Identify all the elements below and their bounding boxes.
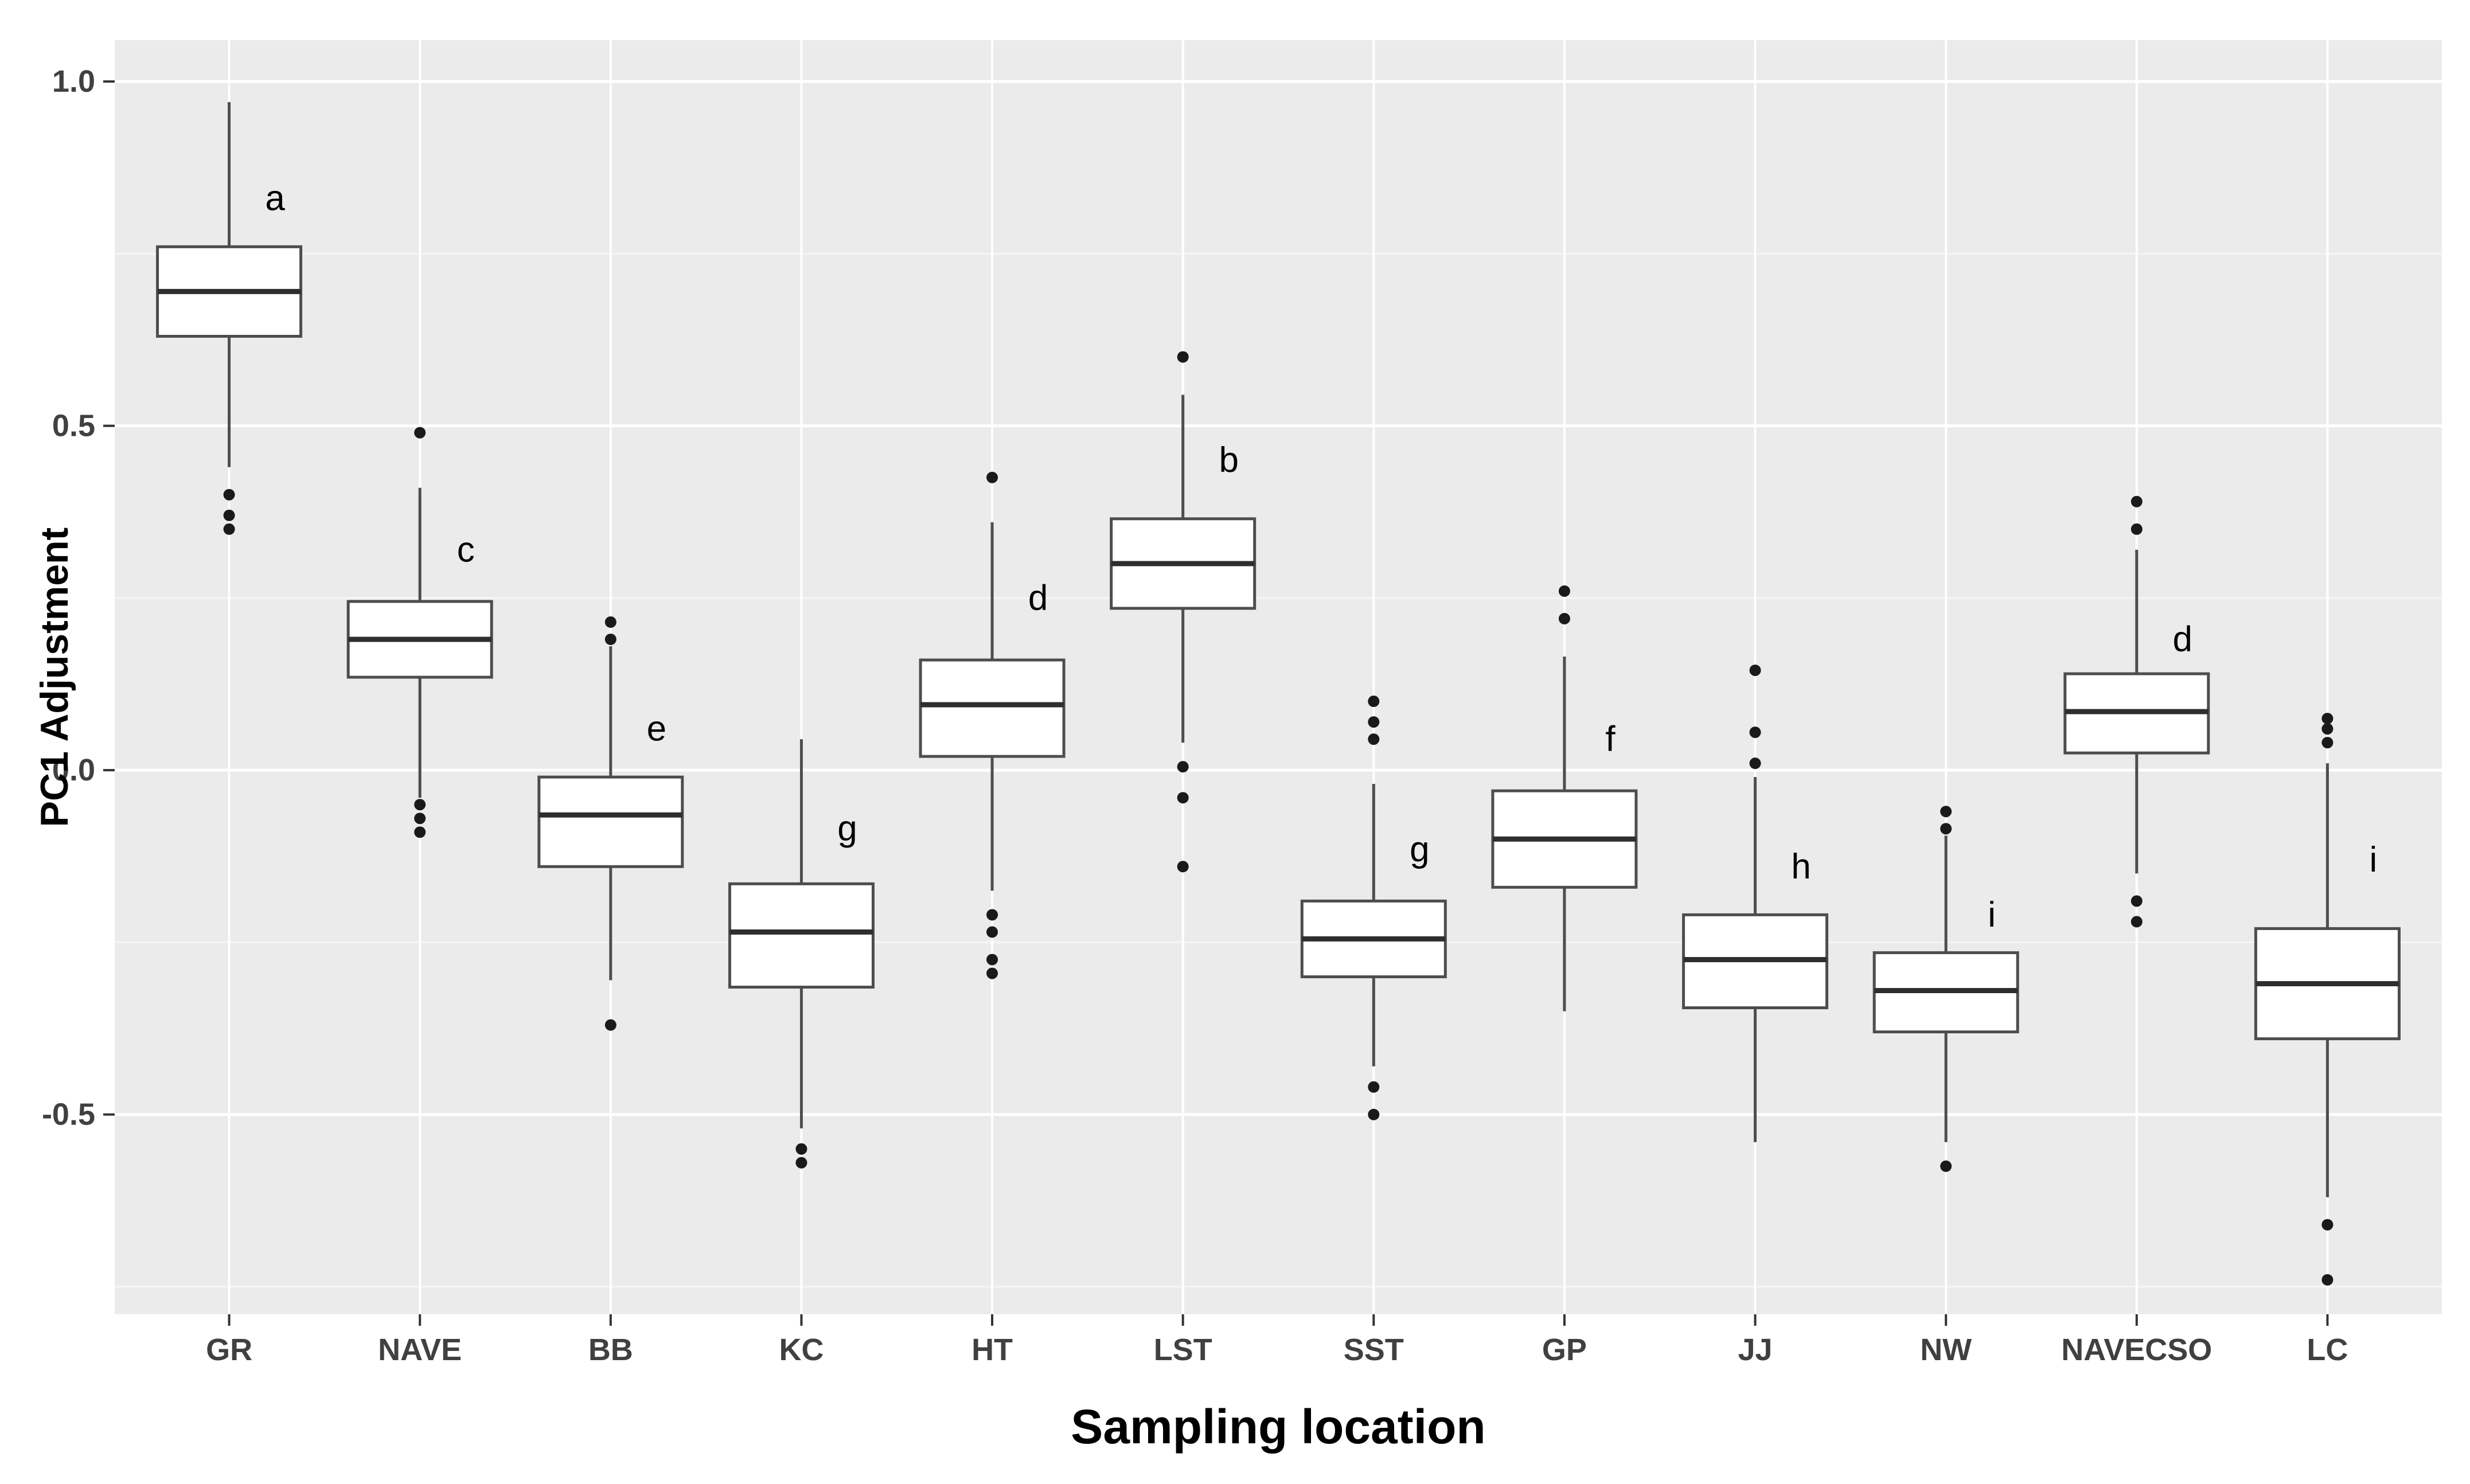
outlier-point [604,633,616,645]
significance-letter: i [2370,840,2378,880]
x-tick-label: GP [1542,1333,1587,1367]
significance-letter: e [647,709,666,749]
outlier-point [414,799,426,811]
outlier-point [795,1157,807,1169]
outlier-point [986,967,998,979]
outlier-point [1177,861,1189,873]
outlier-point [2321,713,2334,725]
significance-letter: i [1988,895,1996,935]
x-tick-label: BB [588,1333,633,1367]
outlier-point [1177,761,1189,773]
outlier-point [1558,612,1570,624]
box-iqr [919,658,1066,758]
y-tick-label: 0.5 [52,409,95,443]
outlier-point [2321,737,2334,749]
outlier-point [604,1019,616,1031]
outlier-point [1558,585,1570,597]
outlier-point [1940,806,1952,818]
outlier-point [1177,792,1189,804]
outlier-point [2130,895,2143,907]
significance-letter: d [1028,578,1048,618]
x-tick-label: GR [206,1333,252,1367]
significance-letter: g [837,809,857,849]
x-tick-label: LC [2307,1333,2348,1367]
outlier-point [414,427,426,439]
outlier-point [414,813,426,825]
outlier-point [1749,664,1761,676]
outlier-point [986,954,998,966]
plot-panel [115,40,2442,1314]
outlier-point [1368,696,1380,708]
outlier-point [986,926,998,938]
box-iqr [537,775,684,868]
outlier-point [1940,823,1952,835]
y-tick-label: -0.5 [42,1098,95,1132]
outlier-point [223,523,235,535]
outlier-point [1940,1160,1952,1172]
significance-letter: h [1791,847,1810,887]
significance-letter: a [265,179,285,218]
significance-letter: b [1219,440,1238,480]
x-axis-title: Sampling location [1071,1400,1486,1454]
outlier-point [223,489,235,501]
significance-letter: c [457,530,475,569]
outlier-point [604,616,616,628]
x-tick-label: NAVE [378,1333,462,1367]
box-iqr [728,882,875,989]
outlier-point [414,826,426,838]
significance-letter: f [1605,720,1616,759]
y-tick-label: 0.0 [52,753,95,787]
outlier-point [2130,916,2143,928]
significance-letter: d [2173,619,2192,659]
outlier-point [2321,1219,2334,1231]
x-tick-label: SST [1344,1333,1404,1367]
outlier-point [1368,716,1380,728]
y-axis-title: PC1 Adjustment [33,527,76,827]
outlier-point [223,509,235,521]
x-tick-label: KC [779,1333,824,1367]
y-tick-label: 1.0 [52,64,95,99]
outlier-point [1368,1081,1380,1093]
x-tick-label: NAVECSO [2061,1333,2212,1367]
outlier-point [1749,757,1761,770]
outlier-point [1368,1108,1380,1120]
outlier-point [2130,495,2143,507]
x-tick-label: HT [971,1333,1013,1367]
outlier-point [1177,351,1189,363]
outlier-point [2321,723,2334,735]
outlier-point [1749,727,1761,739]
x-tick-label: JJ [1738,1333,1773,1367]
outlier-point [2321,1274,2334,1286]
outlier-point [795,1143,807,1155]
x-tick-label: LST [1154,1333,1212,1367]
outlier-point [986,909,998,921]
x-tick-label: NW [1920,1333,1972,1367]
outlier-point [2130,523,2143,535]
significance-letter: g [1410,830,1429,869]
outlier-point [1368,733,1380,745]
outlier-point [986,471,998,483]
